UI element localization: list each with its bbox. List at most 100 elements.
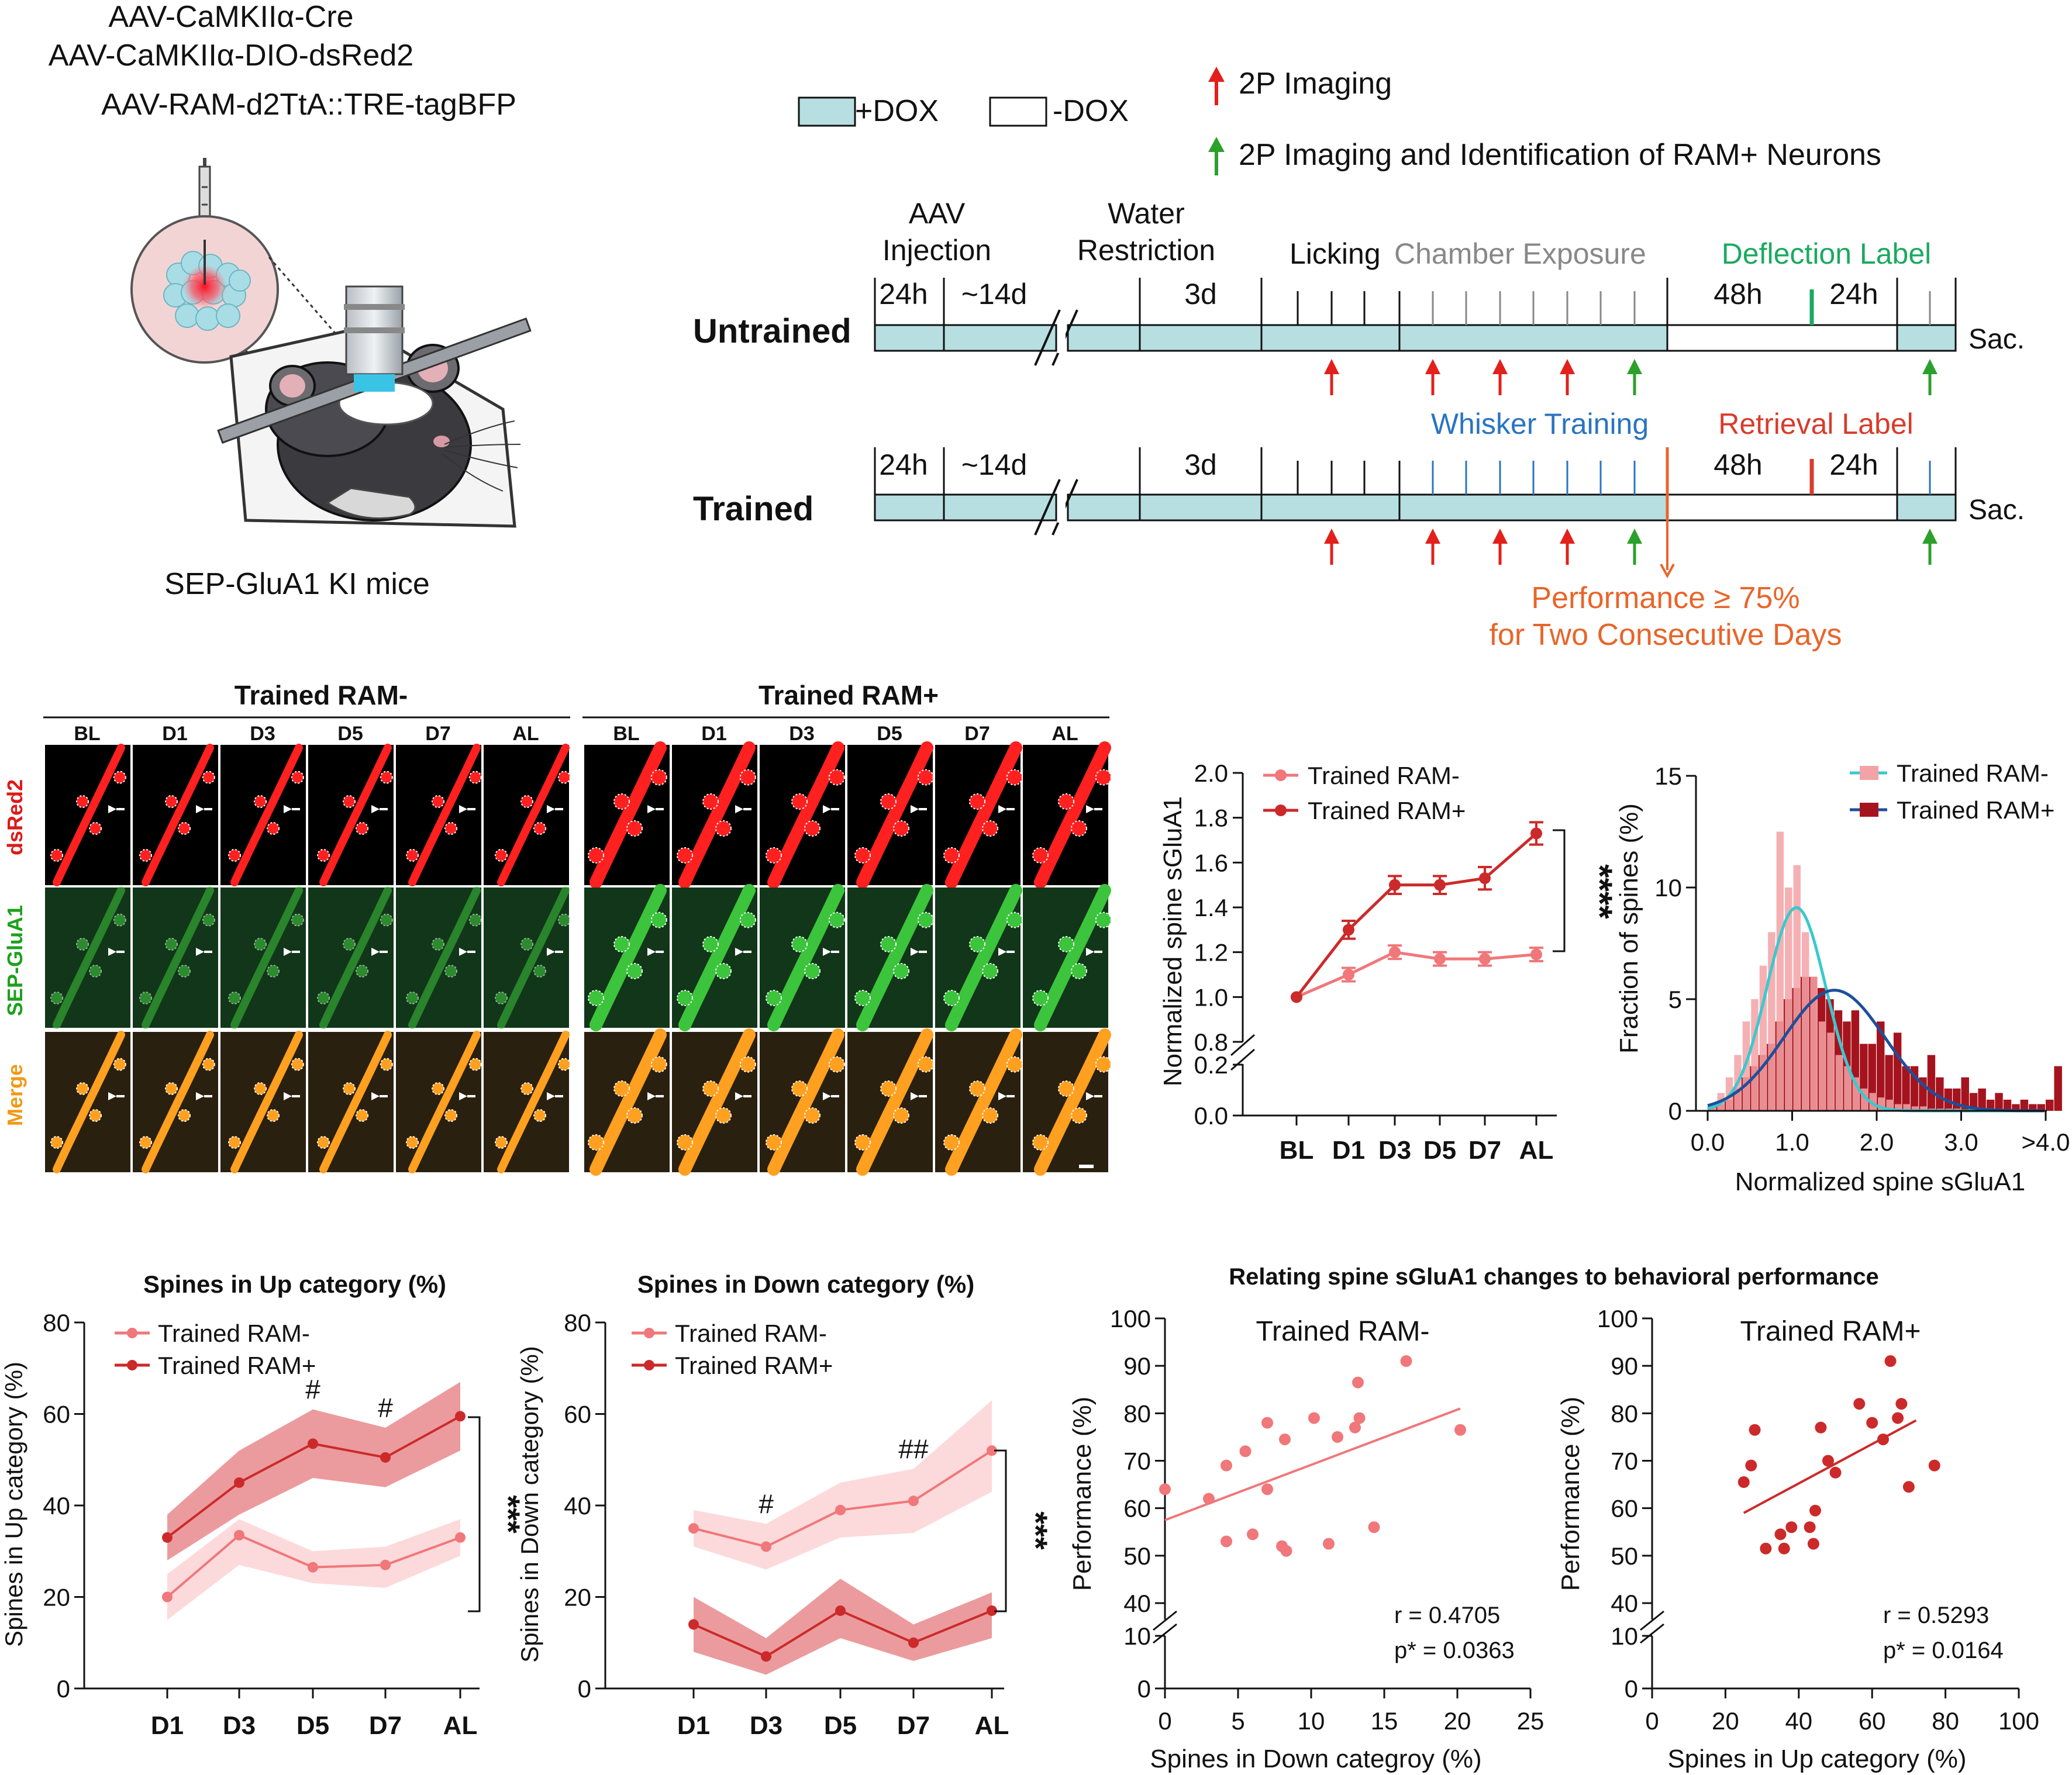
spine-merge	[202, 1058, 215, 1071]
chart-i-xtick-label: 20	[1712, 1707, 1739, 1735]
spine-merge	[650, 1056, 667, 1073]
spine-arrow-icon	[547, 948, 555, 956]
chart-g-annotation: ***	[1018, 1511, 1054, 1550]
performance-line-1: Performance ≥ 75%	[1531, 581, 1799, 615]
chart-i-point	[1745, 1459, 1757, 1472]
timepoint-label-d3: D3	[789, 723, 814, 745]
chart-i-ylabel: Performance (%)	[1556, 1397, 1585, 1591]
chart-h-ytick-label: 50	[1123, 1542, 1151, 1570]
spine-sep-glua1	[828, 911, 845, 928]
spine-sep-glua1	[291, 913, 304, 927]
chart-h-ytick-label: 70	[1123, 1448, 1151, 1475]
chart-d-ytick-label: 0.8	[1194, 1028, 1228, 1056]
chart-d-point	[1479, 872, 1491, 885]
legend-arrows: 2P Imaging 2P Imaging and Identification…	[1208, 67, 1881, 175]
spine-merge	[406, 1136, 419, 1149]
hist-bar-minus	[1920, 1106, 1928, 1111]
chart-i-point	[1804, 1521, 1816, 1534]
chart-f-xtick-label: D7	[369, 1711, 402, 1740]
timepoint-label-d1: D1	[701, 723, 726, 745]
spine-dsred2	[495, 849, 508, 862]
spine-dsred2	[267, 822, 280, 835]
dendrite-sep-glua1	[142, 886, 214, 1029]
chart-i-ytick-label: 90	[1611, 1352, 1638, 1380]
spine-dsred2	[766, 847, 782, 864]
chart-g-title: Spines in Down category (%)	[637, 1270, 974, 1298]
chart-h-xtick-label: 5	[1231, 1707, 1244, 1735]
chart-g-band-plus	[694, 1579, 992, 1675]
spine-dsred2	[113, 771, 126, 784]
channel-merge: Merge	[3, 1064, 27, 1126]
spine-arrow-icon	[196, 948, 204, 956]
panel-c: Trained RAM- Trained RAM+ BL D1 D3 D5 D7 AL BL…	[3, 680, 1112, 1176]
chart-scatter-plus: Trained RAM+ Performance (%) Spines in U…	[1556, 1305, 2039, 1773]
dur-14d-a: ~14d	[961, 278, 1028, 310]
chart-e-xtick-label: >4.0	[2022, 1128, 2070, 1156]
dendrite-dsred2	[53, 744, 125, 886]
chart-h-xtick-label: 25	[1517, 1707, 1544, 1735]
chart-i-ytick-label: 80	[1611, 1400, 1638, 1427]
spine-merge	[943, 1134, 960, 1151]
chart-e-bars	[1708, 831, 2062, 1111]
spine-merge	[495, 1136, 508, 1149]
spine-sep-glua1	[432, 938, 444, 951]
chart-e-xtick-label: 0.0	[1691, 1128, 1725, 1156]
dur-48h-a: 48h	[1714, 278, 1762, 310]
chart-i-point	[1822, 1455, 1834, 1467]
hist-bar-minus	[1751, 999, 1759, 1111]
chart-i-point	[1815, 1421, 1827, 1434]
spine-merge	[791, 1080, 808, 1097]
hist-bar-plus	[2029, 1104, 2037, 1111]
dendrite-merge	[142, 1031, 214, 1173]
spine-dsred2	[1071, 820, 1087, 837]
timepoint-label-d5: D5	[877, 723, 902, 745]
hist-bar-minus	[1844, 1066, 1852, 1111]
microscopy-grid	[45, 741, 1112, 1176]
chart-g-point	[908, 1637, 919, 1648]
spine-sep-glua1	[715, 963, 732, 979]
performance-arrow-icon	[1660, 520, 1675, 579]
chart-g-xtick-label: D7	[897, 1711, 930, 1740]
spine-dsred2	[982, 820, 998, 837]
spine-merge	[228, 1136, 241, 1149]
chart-down: Spines in Down category (%) Spines in Do…	[516, 1270, 1054, 1740]
phase-retrieval: Retrieval Label	[1718, 408, 1914, 440]
chart-d-series	[1291, 821, 1543, 1003]
chart-h-fit-line	[1164, 1407, 1461, 1521]
chart-d-legend-plus: Trained RAM+	[1308, 797, 1466, 824]
row-untrained: Untrained	[693, 312, 851, 350]
chart-d-xaxis: BL D1 D3 D5 D7 AL	[1280, 1116, 1553, 1165]
chart-d-line-plus	[1295, 832, 1537, 998]
spine-dsred2	[702, 793, 719, 810]
chart-h-point	[1247, 1528, 1259, 1541]
dendrite-merge	[678, 1028, 756, 1176]
chart-g-point	[908, 1496, 919, 1507]
chart-g-ytick-label: 40	[564, 1492, 591, 1520]
spine-merge	[739, 1056, 756, 1073]
chart-h-p: p* = 0.0363	[1394, 1638, 1515, 1663]
hist-bar-plus	[2020, 1099, 2029, 1111]
chart-d-annotation: ****	[1580, 864, 1619, 919]
chart-g-bands	[694, 1400, 992, 1675]
hist-bar-plus	[2003, 1099, 2012, 1111]
chart-h-point	[1203, 1493, 1215, 1505]
chart-d-point	[1389, 946, 1401, 958]
spine-dsred2	[613, 793, 630, 810]
chart-h-point	[1454, 1424, 1466, 1436]
chart-h-point	[1280, 1545, 1292, 1557]
spine-merge	[804, 1107, 820, 1124]
chart-d-ytick-label: 1.6	[1194, 849, 1228, 876]
dendrite-dsred2	[230, 744, 303, 886]
chart-i-ytick-label: 70	[1611, 1448, 1638, 1475]
chart-g-point	[987, 1445, 997, 1456]
chart-f-ytick-label: 40	[43, 1492, 70, 1520]
spine-arrow-icon	[823, 1092, 831, 1100]
spine-merge	[317, 1136, 330, 1149]
chart-g-band-minus	[694, 1400, 992, 1570]
chart-e-xtick-label: 1.0	[1775, 1128, 1809, 1156]
timeline-untrained: 24h ~14d 3d 48h 24h	[874, 278, 1957, 366]
hist-bar-plus	[1927, 1055, 1936, 1111]
spine-merge	[917, 1056, 934, 1073]
spine-arrow-icon	[647, 948, 656, 956]
chart-i-title: Trained RAM+	[1740, 1316, 1921, 1347]
